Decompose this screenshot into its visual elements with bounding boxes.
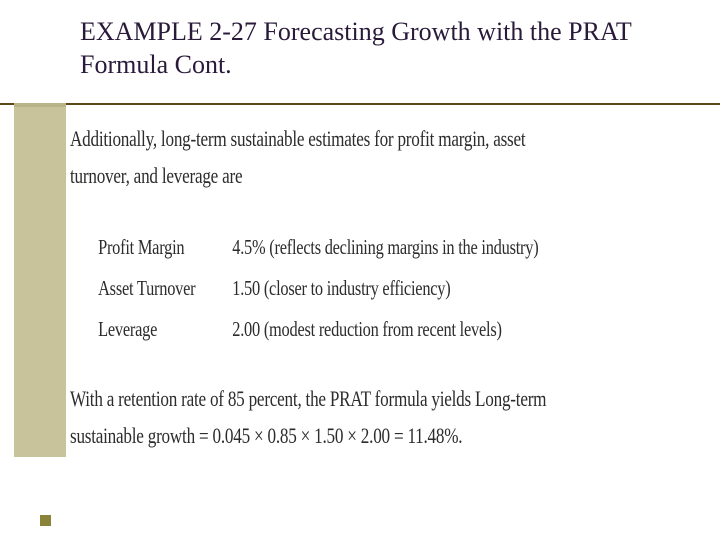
row-label: Asset Turnover	[98, 268, 232, 309]
body-content: Additionally, long-term sustainable esti…	[70, 120, 558, 454]
row-value: 1.50 (closer to industry efficiency)	[232, 268, 558, 309]
row-label: Profit Margin	[98, 227, 232, 268]
outro-paragraph: With a retention rate of 85 percent, the…	[70, 380, 558, 455]
intro-paragraph: Additionally, long-term sustainable esti…	[70, 120, 558, 195]
table-row: Asset Turnover 1.50 (closer to industry …	[98, 268, 558, 309]
slide-title: EXAMPLE 2-27 Forecasting Growth with the…	[80, 16, 690, 81]
sidebar-accent	[14, 107, 66, 457]
estimates-table: Profit Margin 4.5% (reflects declining m…	[98, 227, 558, 350]
table-row: Profit Margin 4.5% (reflects declining m…	[98, 227, 558, 268]
row-label: Leverage	[98, 309, 232, 350]
horizontal-rule	[0, 103, 720, 105]
row-value: 2.00 (modest reduction from recent level…	[232, 309, 558, 350]
bullet-square-icon	[40, 515, 51, 526]
row-value: 4.5% (reflects declining margins in the …	[232, 227, 558, 268]
table-row: Leverage 2.00 (modest reduction from rec…	[98, 309, 558, 350]
